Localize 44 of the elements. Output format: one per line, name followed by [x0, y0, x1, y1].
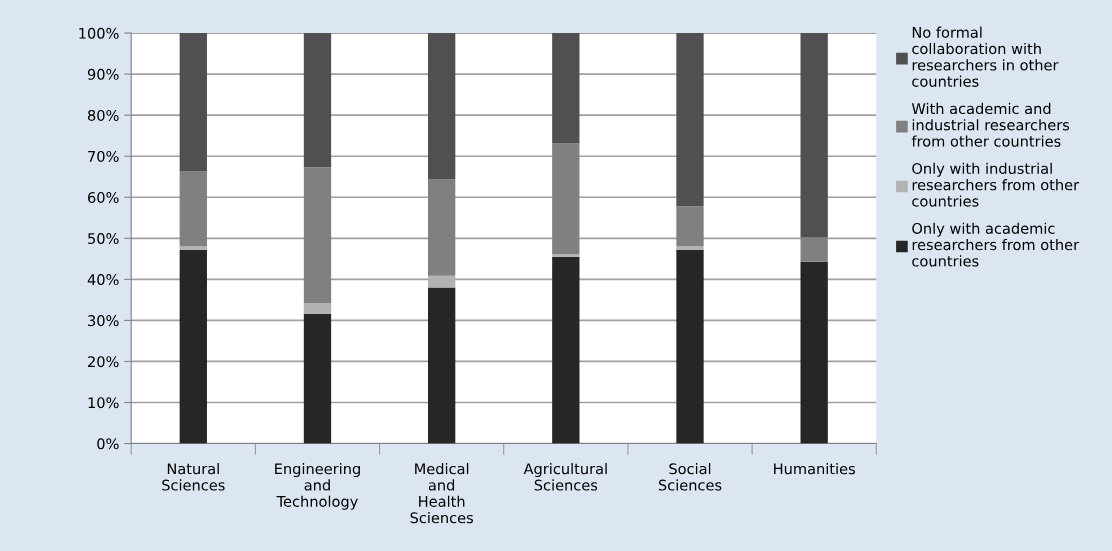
y-tick-label: 60% [88, 191, 119, 204]
bar [676, 33, 704, 207]
x-tick-label: Humanities [774, 463, 855, 475]
y-tick-label: 20% [88, 356, 119, 368]
x-tick-label: Medical and Health Sciences [410, 463, 473, 524]
bar [303, 33, 332, 168]
x-tick-label: Agricultural Sciences [523, 463, 607, 491]
y-tick-label: 50% [88, 233, 119, 245]
y-tick-label: 0% [97, 438, 119, 450]
y-tick-label: 90% [87, 68, 119, 80]
bar [303, 303, 332, 314]
x-tick-label: Social Sciences [658, 463, 722, 491]
bar [800, 261, 828, 444]
legend-label: Only with academic researchers from other countries [912, 222, 1080, 267]
legend-label: With academic and industrial researchers from other countries [911, 102, 1070, 147]
bar [303, 167, 332, 304]
bar [427, 275, 456, 288]
y-tick-label: 80% [87, 109, 119, 121]
x-tick-label: Natural Sciences [162, 463, 225, 491]
y-tick-label: 30% [88, 315, 119, 327]
bar [800, 33, 828, 238]
bar [552, 143, 580, 255]
y-tick-label: 10% [88, 397, 119, 409]
bar [427, 33, 456, 180]
bar [676, 249, 704, 444]
x-tick-label: Engineering and Technology [275, 463, 360, 510]
bar [427, 179, 456, 276]
bar [179, 33, 207, 172]
legend-label: Only with industrial researchers from other countries [912, 162, 1080, 207]
bar [303, 313, 332, 444]
y-tick-label: 70% [88, 150, 119, 162]
bar [179, 171, 207, 247]
bar [800, 237, 828, 262]
bar [552, 33, 580, 144]
bar [427, 287, 456, 444]
legend-label: No formal collaboration with researchers in other countries [912, 26, 1059, 87]
bar [179, 246, 207, 250]
bar [676, 246, 704, 250]
y-tick-label: 100% [79, 27, 119, 39]
bar [552, 254, 580, 257]
bar [179, 249, 207, 444]
y-tick-label: 40% [87, 274, 119, 286]
bar [552, 256, 580, 444]
bar [676, 206, 704, 247]
